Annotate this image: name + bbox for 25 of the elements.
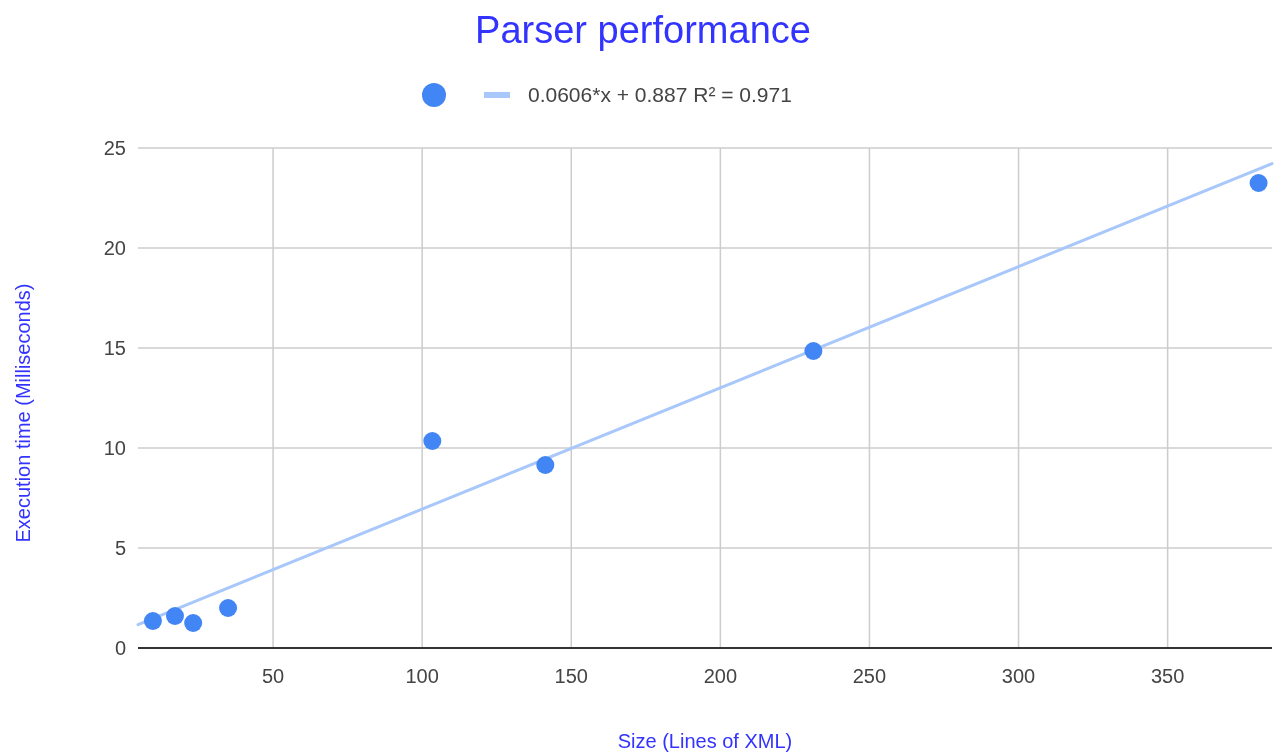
x-tick-label: 150: [554, 665, 588, 687]
y-tick-label: 20: [103, 237, 126, 259]
x-tick-label: 350: [1150, 665, 1185, 687]
point: [184, 614, 203, 632]
chart-title: Parser performance: [475, 9, 811, 51]
y-tick-label: 15: [103, 337, 126, 359]
point: [804, 342, 823, 360]
x-axis-title: Size (Lines of XML): [617, 730, 793, 752]
x-tick-label: 100: [405, 665, 439, 687]
y-tick-label: 25: [103, 137, 126, 159]
point: [1249, 174, 1268, 192]
x-tick-label: 300: [1001, 665, 1036, 687]
point: [165, 607, 184, 625]
x-tick-label: 250: [852, 665, 887, 687]
point: [219, 599, 238, 617]
point: [423, 432, 442, 450]
y-tick-label: 0: [114, 637, 126, 659]
y-axis-title: Execution time (Milliseconds): [12, 283, 34, 543]
point: [536, 456, 555, 474]
point: [143, 612, 162, 630]
x-tick-label: 50: [261, 665, 285, 687]
y-tick-label: 10: [103, 437, 126, 459]
legend-label: 0.0606*x + 0.887 R² = 0.971: [528, 83, 792, 106]
y-tick-label: 5: [114, 537, 126, 559]
x-tick-label: 200: [703, 665, 738, 687]
